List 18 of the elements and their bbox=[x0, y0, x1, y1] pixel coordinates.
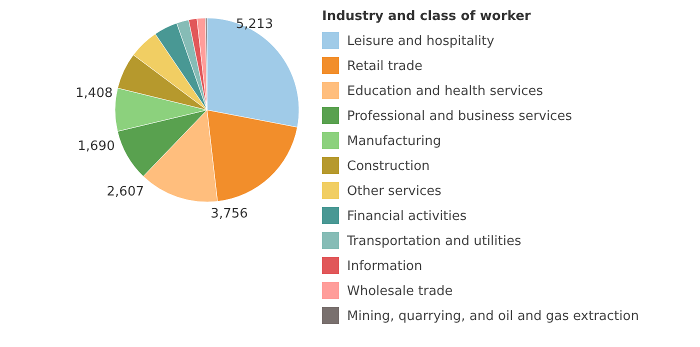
legend-label: Financial activities bbox=[347, 209, 467, 224]
legend-label: Leisure and hospitality bbox=[347, 34, 495, 49]
legend-label: Retail trade bbox=[347, 59, 423, 74]
data-label: 5,213 bbox=[236, 17, 274, 32]
data-label: 2,607 bbox=[106, 184, 144, 200]
legend-label: Wholesale trade bbox=[347, 284, 453, 299]
legend-label: Education and health services bbox=[347, 84, 544, 99]
legend-label: Information bbox=[347, 259, 422, 274]
data-label: 3,756 bbox=[210, 206, 248, 222]
legend-label: Transportation and utilities bbox=[346, 234, 522, 249]
data-label: 1,690 bbox=[78, 138, 115, 154]
data-label: 1,408 bbox=[76, 86, 113, 101]
legend-label: Manufacturing bbox=[347, 134, 442, 149]
legend-label: Mining, quarrying, and oil and gas extraction bbox=[347, 309, 639, 324]
legend-label: Construction bbox=[347, 159, 430, 174]
legend-title: Industry and class of worker bbox=[322, 9, 532, 24]
legend-label: Other services bbox=[347, 184, 442, 199]
legend-label: Professional and business services bbox=[347, 109, 572, 124]
